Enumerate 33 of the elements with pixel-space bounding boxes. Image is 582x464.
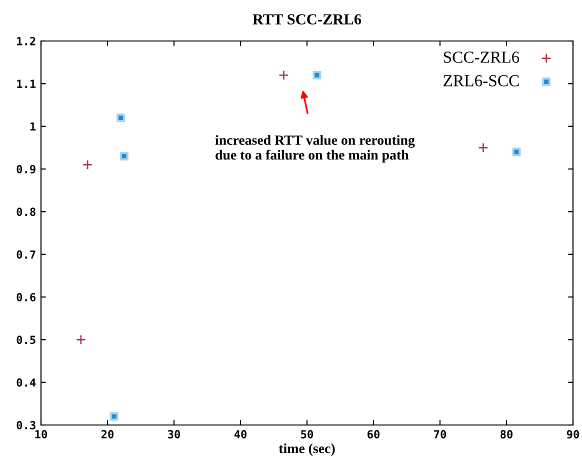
x-axis-title: time (sec) xyxy=(278,443,335,456)
y-tick-label: 0.9 xyxy=(16,164,36,174)
point xyxy=(76,334,86,345)
point xyxy=(312,70,322,80)
y-tick-label: 0.5 xyxy=(16,336,36,344)
y-tick-label: 1.1 xyxy=(17,80,36,88)
x-tick-label: 10 xyxy=(35,430,48,438)
x-tick-label: 50 xyxy=(301,430,314,438)
y-tick-label: 0.4 xyxy=(16,378,36,387)
x-tick-label: 40 xyxy=(234,430,247,438)
legend-label: SCC-ZRL6 xyxy=(444,52,520,63)
x-tick-label: 30 xyxy=(168,430,180,438)
y-tick-label: 0.8 xyxy=(16,208,36,216)
y-tick-label: 0.7 xyxy=(16,250,36,259)
point xyxy=(116,114,126,122)
x-tick-label: 70 xyxy=(434,430,446,438)
y-tick-label: 1 xyxy=(30,122,36,131)
y-tick-label: 1.2 xyxy=(17,36,36,46)
y-tick-label: 0.6 xyxy=(16,292,36,302)
chart-title: RTT SCC-ZRL6 xyxy=(252,14,362,24)
legend-label: ZRL6-SCC xyxy=(444,75,519,86)
x-tick-label: 90 xyxy=(566,430,580,439)
x-tick-label: 60 xyxy=(368,430,380,438)
point xyxy=(478,142,488,153)
point xyxy=(110,412,118,421)
x-tick-label: 80 xyxy=(500,430,513,438)
point xyxy=(278,70,289,80)
annotation: increased RTT value on rerouting due to a failure on the main path xyxy=(215,135,415,162)
y-tick-label: 0.3 xyxy=(16,420,36,430)
point xyxy=(82,160,93,170)
point xyxy=(120,152,128,160)
x-tick-label: 20 xyxy=(101,430,114,438)
point xyxy=(512,148,521,156)
